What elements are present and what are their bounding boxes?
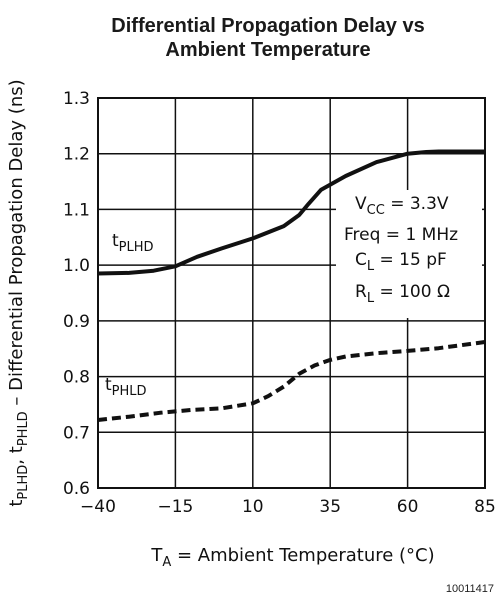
y-tick-labels: 0.6 0.7 0.8 0.9 1.0 1.1 1.2 1.3 — [63, 89, 90, 499]
series-label-tphld: tPHLD — [105, 375, 147, 399]
y-tick-label: 1.1 — [63, 200, 90, 220]
y-tick-label: 1.0 — [63, 256, 90, 276]
condition-cl: CL = 15 pF — [355, 250, 447, 274]
y-tick-label: 1.3 — [63, 89, 90, 109]
y-axis-label: tPLHD, tPHLD – Differential Propagation … — [6, 79, 31, 506]
x-axis-label: TA = Ambient Temperature (°C) — [150, 545, 434, 570]
plot-frame — [97, 97, 486, 489]
y-tick-label: 0.7 — [63, 423, 90, 443]
x-tick-label: −15 — [157, 497, 193, 517]
condition-freq: Freq = 1 MHz — [344, 225, 458, 245]
series-line-tplhd — [97, 149, 485, 276]
chart-title-line-2: Ambient Temperature — [165, 39, 370, 61]
y-tick-label: 1.2 — [63, 145, 90, 165]
conditions-annotation: VCC = 3.3V Freq = 1 MHz CL = 15 pF RL = … — [336, 190, 482, 318]
y-tick-label: 0.9 — [63, 312, 90, 332]
y-tick-label: 0.8 — [63, 368, 90, 388]
x-tick-label: 85 — [474, 497, 496, 517]
series-label-tplhd: tPLHD — [112, 231, 154, 255]
chart-title-line-1: Differential Propagation Delay vs — [111, 15, 424, 37]
y-tick-label: 0.6 — [63, 479, 90, 499]
series-lines — [97, 149, 486, 422]
condition-vcc: VCC = 3.3V — [355, 194, 449, 218]
x-tick-label: 60 — [397, 497, 419, 517]
x-tick-labels: −40 −15 10 35 60 85 — [80, 497, 496, 517]
figure-number: 10011417 — [446, 583, 494, 595]
x-tick-label: 10 — [242, 497, 264, 517]
x-tick-label: −40 — [80, 497, 116, 517]
series-line-tphld — [97, 340, 486, 422]
x-tick-label: 35 — [319, 497, 341, 517]
condition-rl: RL = 100 Ω — [355, 282, 450, 306]
